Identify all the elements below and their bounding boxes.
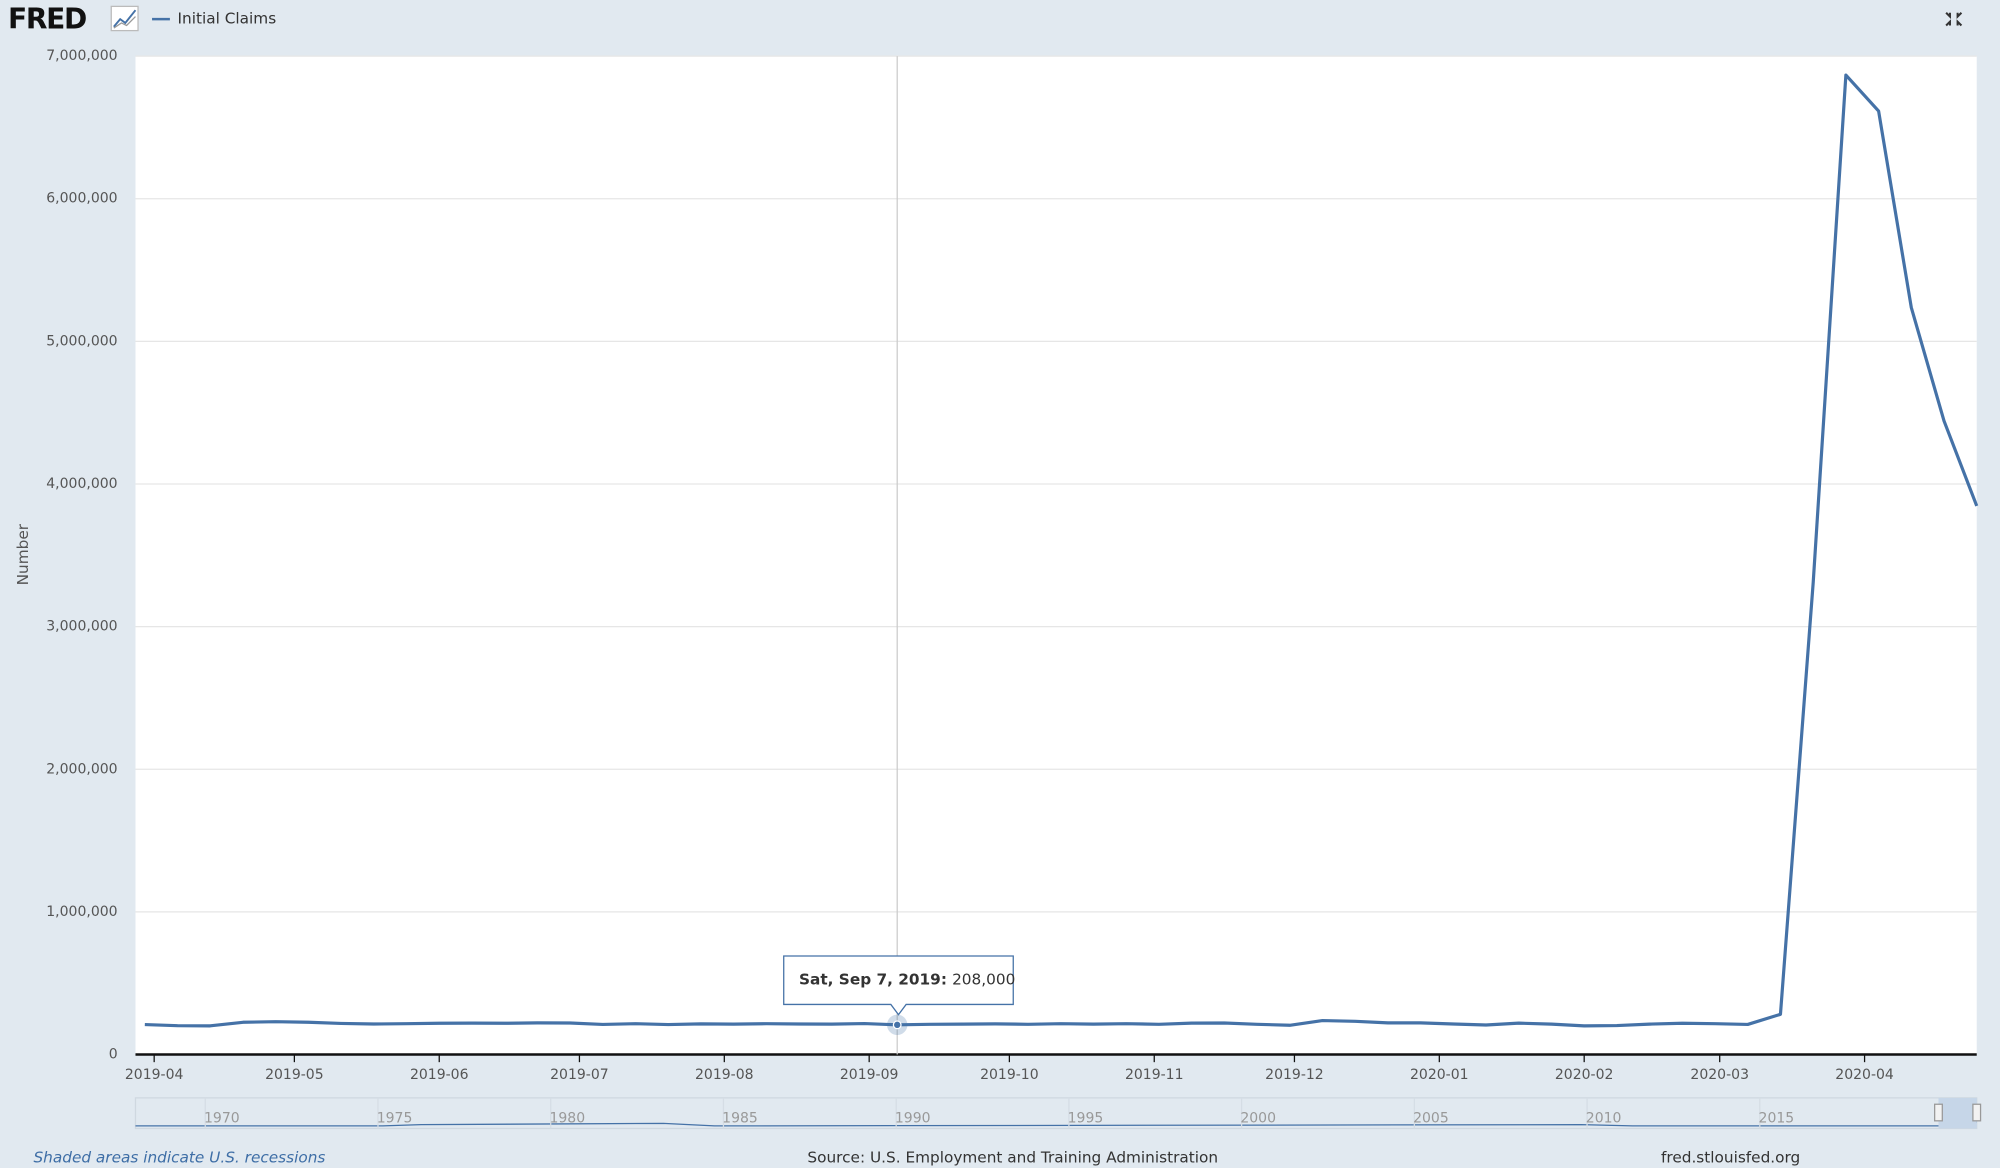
x-tick-label: 2019-06 xyxy=(410,1067,469,1083)
navigator-label: 1970 xyxy=(204,1110,240,1126)
y-tick-label: 4,000,000 xyxy=(46,476,117,492)
navigator-label: 1975 xyxy=(377,1110,413,1126)
x-tick-label: 2019-11 xyxy=(1125,1067,1184,1083)
logo[interactable]: FRED xyxy=(8,2,87,35)
navigator-selection[interactable] xyxy=(1938,1097,1977,1129)
hover-point xyxy=(892,1020,902,1030)
x-tick-label: 2020-04 xyxy=(1835,1067,1894,1083)
y-tick-label: 5,000,000 xyxy=(46,333,117,349)
x-tick-label: 2019-10 xyxy=(980,1067,1039,1083)
tooltip-value: 208,000 xyxy=(952,971,1015,989)
y-tick-label: 3,000,000 xyxy=(46,619,117,635)
legend-label[interactable]: Initial Claims xyxy=(178,10,277,28)
navigator-label: 1990 xyxy=(895,1110,931,1126)
y-tick-label: 1,000,000 xyxy=(46,904,117,920)
navigator-label: 2015 xyxy=(1759,1110,1795,1126)
navigator-line xyxy=(135,1121,1977,1127)
navigator-label: 2000 xyxy=(1240,1110,1276,1126)
x-tick-label: 2020-02 xyxy=(1555,1067,1614,1083)
y-tick-label: 0 xyxy=(109,1047,118,1063)
navigator-label: 2010 xyxy=(1586,1110,1622,1126)
x-tick-label: 2020-03 xyxy=(1690,1067,1749,1083)
y-tick-label: 6,000,000 xyxy=(46,191,117,207)
navigator-label: 1980 xyxy=(549,1110,585,1126)
x-tick-label: 2019-12 xyxy=(1265,1067,1324,1083)
x-tick-label: 2019-09 xyxy=(840,1067,899,1083)
x-tick-label: 2019-08 xyxy=(695,1067,754,1083)
plot-area xyxy=(135,56,1977,1055)
tooltip-box xyxy=(783,955,1014,1016)
logo-icon xyxy=(110,5,139,32)
y-tick-label: 7,000,000 xyxy=(46,48,117,64)
navigator-label: 2005 xyxy=(1413,1110,1449,1126)
x-tick-label: 2019-04 xyxy=(125,1067,184,1083)
navigator-handle[interactable] xyxy=(1972,1103,1982,1122)
y-axis-label: Number xyxy=(14,523,32,585)
navigator-label: 1995 xyxy=(1068,1110,1104,1126)
data-line xyxy=(144,73,1979,1028)
navigator-handle[interactable] xyxy=(1934,1103,1943,1122)
navigator-label: 1985 xyxy=(722,1110,758,1126)
site-link[interactable]: fred.stlouisfed.org xyxy=(1661,1148,1800,1166)
y-tick-label: 2,000,000 xyxy=(46,761,117,777)
x-tick-label: 2020-01 xyxy=(1410,1067,1469,1083)
source: Source: U.S. Employment and Training Adm… xyxy=(807,1148,1218,1166)
fullscreen-button[interactable] xyxy=(1945,12,1963,27)
tooltip-date: Sat, Sep 7, 2019: xyxy=(799,971,947,989)
x-tick-label: 2019-05 xyxy=(265,1067,324,1083)
x-tick-label: 2019-07 xyxy=(550,1067,609,1083)
recession-note: Shaded areas indicate U.S. recessions xyxy=(33,1148,325,1166)
